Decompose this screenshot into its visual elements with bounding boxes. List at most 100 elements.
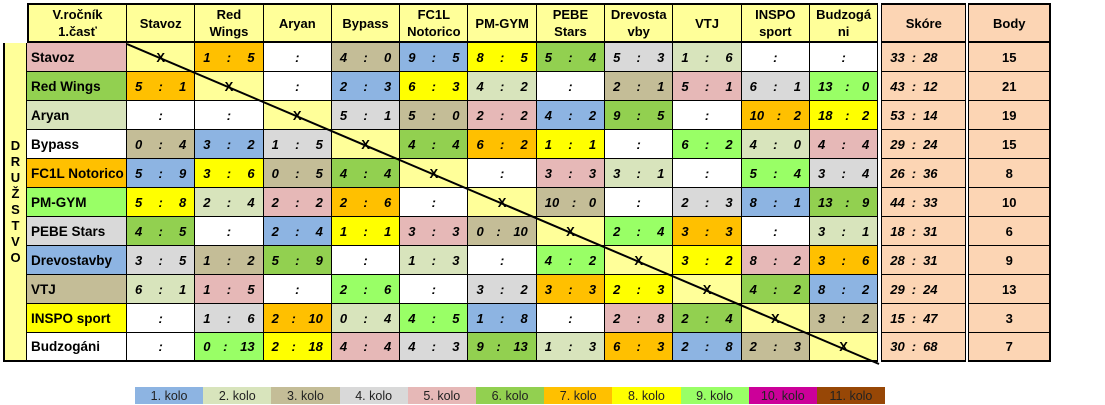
match-cell[interactable]: 1:6 <box>673 43 742 72</box>
match-cell[interactable]: 3:2 <box>195 130 264 159</box>
match-cell[interactable]: 6:3 <box>605 333 674 362</box>
match-cell[interactable]: 1:5 <box>195 43 264 72</box>
match-cell[interactable]: 2:1 <box>605 72 674 101</box>
match-cell[interactable]: 18:2 <box>809 101 879 130</box>
match-cell[interactable]: 6:3 <box>400 72 469 101</box>
match-cell-unplayed[interactable]: : <box>468 159 537 188</box>
match-cell[interactable]: 2:3 <box>331 72 401 101</box>
match-cell[interactable]: 3:3 <box>673 217 742 246</box>
match-cell[interactable]: 0:13 <box>195 333 264 362</box>
match-cell[interactable]: 2:6 <box>331 275 401 304</box>
match-cell[interactable]: 3:6 <box>195 159 264 188</box>
match-cell[interactable]: 5:4 <box>536 43 606 72</box>
match-cell[interactable]: 2:4 <box>195 188 264 217</box>
match-cell[interactable]: 2:3 <box>605 275 674 304</box>
match-cell[interactable]: 3:1 <box>809 217 879 246</box>
match-cell[interactable]: 2:4 <box>263 217 332 246</box>
match-cell[interactable]: 5:8 <box>127 188 196 217</box>
match-cell[interactable]: 1:8 <box>468 304 537 333</box>
match-cell-unplayed[interactable]: : <box>263 275 332 304</box>
match-cell[interactable]: 5:0 <box>400 101 469 130</box>
match-cell[interactable]: 2:3 <box>673 188 742 217</box>
match-cell[interactable]: 2:8 <box>605 304 674 333</box>
match-cell-unplayed[interactable]: : <box>673 101 742 130</box>
match-cell[interactable]: 2:4 <box>605 217 674 246</box>
match-cell[interactable]: 2:2 <box>468 101 537 130</box>
match-cell[interactable]: 13:0 <box>809 72 879 101</box>
match-cell[interactable]: 3:3 <box>536 159 606 188</box>
match-cell[interactable]: 1:3 <box>536 333 606 362</box>
match-cell[interactable]: 2:18 <box>263 333 332 362</box>
match-cell-unplayed[interactable]: : <box>127 101 196 130</box>
match-cell[interactable]: 6:2 <box>468 130 537 159</box>
match-cell-unplayed[interactable]: : <box>809 43 879 72</box>
match-cell[interactable]: 2:3 <box>741 333 810 362</box>
match-cell-unplayed[interactable]: : <box>468 246 537 275</box>
match-cell[interactable]: 10:0 <box>536 188 606 217</box>
match-cell-unplayed[interactable]: : <box>400 275 469 304</box>
match-cell[interactable]: 2:4 <box>673 304 742 333</box>
match-cell[interactable]: 2:8 <box>673 333 742 362</box>
match-cell[interactable]: 5:9 <box>263 246 332 275</box>
match-cell[interactable]: 2:6 <box>331 188 401 217</box>
match-cell[interactable]: 8:2 <box>809 275 879 304</box>
match-cell[interactable]: 10:2 <box>741 101 810 130</box>
match-cell-unplayed[interactable]: : <box>127 304 196 333</box>
match-cell[interactable]: 4:2 <box>468 72 537 101</box>
match-cell[interactable]: 1:3 <box>400 246 469 275</box>
match-cell-unplayed[interactable]: : <box>536 304 606 333</box>
match-cell[interactable]: 3:3 <box>536 275 606 304</box>
match-cell[interactable]: 3:3 <box>400 217 469 246</box>
match-cell[interactable]: 5:1 <box>331 101 401 130</box>
match-cell[interactable]: 3:1 <box>605 159 674 188</box>
match-cell[interactable]: 8:2 <box>741 246 810 275</box>
match-cell-unplayed[interactable]: : <box>741 217 810 246</box>
match-cell-unplayed[interactable]: : <box>263 43 332 72</box>
match-cell[interactable]: 4:0 <box>741 130 810 159</box>
match-cell[interactable]: 3:2 <box>809 304 879 333</box>
match-cell[interactable]: 4:5 <box>400 304 469 333</box>
match-cell[interactable]: 4:0 <box>331 43 401 72</box>
match-cell[interactable]: 1:5 <box>195 275 264 304</box>
match-cell[interactable]: 4:4 <box>400 130 469 159</box>
match-cell[interactable]: 5:9 <box>127 159 196 188</box>
match-cell[interactable]: 0:4 <box>331 304 401 333</box>
match-cell[interactable]: 2:10 <box>263 304 332 333</box>
match-cell[interactable]: 1:2 <box>195 246 264 275</box>
match-cell-unplayed[interactable]: : <box>127 333 196 362</box>
match-cell-unplayed[interactable]: : <box>331 246 401 275</box>
match-cell[interactable]: 5:4 <box>741 159 810 188</box>
match-cell[interactable]: 0:4 <box>127 130 196 159</box>
match-cell-unplayed[interactable]: : <box>195 217 264 246</box>
match-cell[interactable]: 4:4 <box>331 159 401 188</box>
match-cell[interactable]: 6:1 <box>127 275 196 304</box>
match-cell[interactable]: 1:5 <box>263 130 332 159</box>
match-cell[interactable]: 5:1 <box>673 72 742 101</box>
match-cell[interactable]: 0:5 <box>263 159 332 188</box>
match-cell[interactable]: 3:4 <box>809 159 879 188</box>
match-cell[interactable]: 13:9 <box>809 188 879 217</box>
match-cell[interactable]: 8:5 <box>468 43 537 72</box>
match-cell[interactable]: 4:2 <box>741 275 810 304</box>
match-cell-unplayed[interactable]: : <box>673 159 742 188</box>
match-cell[interactable]: 9:5 <box>400 43 469 72</box>
match-cell[interactable]: 3:2 <box>468 275 537 304</box>
match-cell[interactable]: 0:10 <box>468 217 537 246</box>
match-cell-unplayed[interactable]: : <box>400 188 469 217</box>
match-cell[interactable]: 5:3 <box>605 43 674 72</box>
match-cell[interactable]: 1:1 <box>331 217 401 246</box>
match-cell[interactable]: 3:5 <box>127 246 196 275</box>
match-cell-unplayed[interactable]: : <box>263 72 332 101</box>
match-cell[interactable]: 4:2 <box>536 246 606 275</box>
match-cell[interactable]: 6:1 <box>741 72 810 101</box>
match-cell[interactable]: 9:13 <box>468 333 537 362</box>
match-cell-unplayed[interactable]: : <box>195 101 264 130</box>
match-cell[interactable]: 4:2 <box>536 101 606 130</box>
match-cell-unplayed[interactable]: : <box>741 43 810 72</box>
match-cell[interactable]: 8:1 <box>741 188 810 217</box>
match-cell-unplayed[interactable]: : <box>605 130 674 159</box>
match-cell[interactable]: 2:2 <box>263 188 332 217</box>
match-cell[interactable]: 1:1 <box>536 130 606 159</box>
match-cell[interactable]: 3:6 <box>809 246 879 275</box>
match-cell[interactable]: 1:6 <box>195 304 264 333</box>
